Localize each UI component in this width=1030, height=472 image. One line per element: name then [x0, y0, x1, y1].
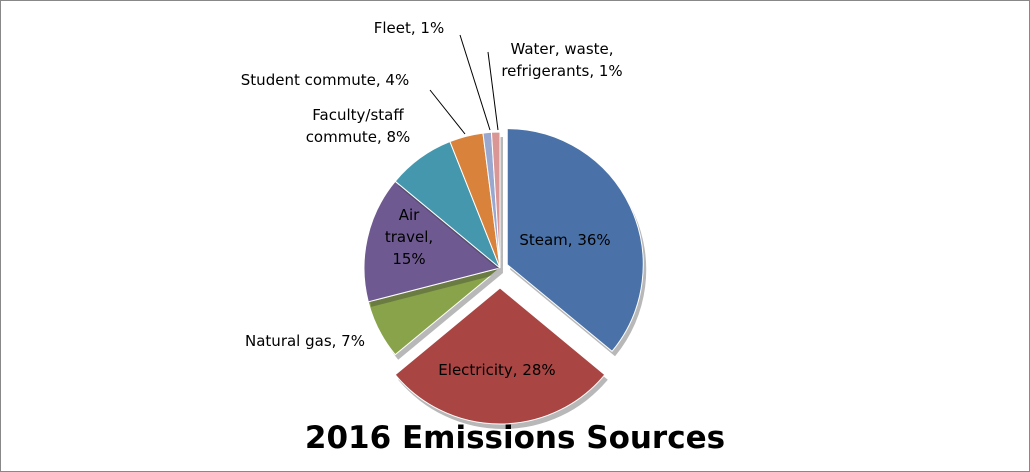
data-label: Electricity, 28%	[438, 361, 556, 379]
pie-slice	[363, 180, 502, 303]
data-label: Air travel, 15%	[384, 206, 434, 268]
data-label: Faculty/staff commute, 8%	[305, 106, 411, 146]
chart-title: 2016 Emissions Sources	[304, 420, 726, 456]
pie-slice	[490, 131, 501, 269]
leader-line	[429, 89, 466, 135]
data-label: Student commute, 4%	[240, 71, 410, 89]
data-label: Fleet, 1%	[373, 19, 445, 37]
data-label: Steam, 36%	[519, 231, 611, 249]
leader-line	[459, 34, 491, 131]
leader-line	[487, 51, 499, 131]
data-label: Natural gas, 7%	[245, 332, 365, 350]
pie-slice	[506, 128, 644, 352]
data-label: Water, waste, refrigerants, 1%	[501, 40, 623, 80]
pie-slice	[394, 287, 606, 425]
